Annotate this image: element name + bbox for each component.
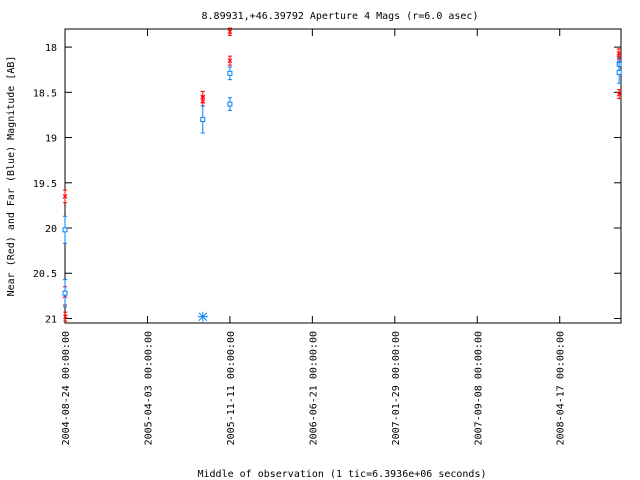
x-tick-label: 2005-11-11 00:00:00 [226, 331, 237, 445]
x-tick-label: 2005-04-03 00:00:00 [143, 331, 154, 445]
marker [198, 312, 208, 322]
marker [200, 99, 206, 104]
data-point [62, 215, 68, 244]
data-point [227, 27, 233, 36]
data-point [227, 97, 233, 111]
y-axis: 18 18.5 19 19.5 20 20.5 21 [33, 43, 621, 325]
marker [227, 70, 233, 76]
x-tick-label: 2007-09-08 00:00:00 [473, 331, 484, 445]
y-tick-label: 18.5 [33, 88, 57, 99]
marker [63, 314, 68, 320]
y-tick-label: 20.5 [33, 269, 57, 280]
x-tick-label: 2008-04-17 00:00:00 [556, 331, 567, 445]
data-point [227, 55, 233, 66]
x-tick-label: 2004-08-24 00:00:00 [61, 331, 72, 445]
marker [227, 29, 233, 35]
y-tick-label: 21 [45, 314, 57, 325]
x-tick-label: 2007-01-29 00:00:00 [391, 331, 402, 445]
y-tick-label: 19.5 [33, 179, 57, 190]
marker [62, 194, 68, 199]
marker [227, 58, 233, 64]
marker [200, 116, 206, 122]
marker [62, 227, 68, 233]
marker [62, 290, 68, 296]
x-axis-label: Middle of observation (1 tic=6.3936e+06 … [198, 469, 487, 480]
y-tick-label: 20 [45, 224, 57, 235]
y-tick-label: 18 [45, 43, 57, 54]
y-tick-label: 19 [45, 134, 57, 145]
marker [227, 101, 233, 107]
marker [616, 69, 622, 75]
x-tick-label: 2006-06-21 00:00:00 [308, 331, 319, 445]
x-axis: 2004-08-24 00:00:00 2005-04-03 00:00:00 20… [61, 29, 567, 445]
data-point [616, 89, 622, 100]
y-axis-label: Near (Red) and Far (Blue) Magnitude [AB] [6, 56, 17, 297]
data-point [62, 189, 68, 204]
plot-frame [64, 28, 622, 324]
data-point [62, 279, 68, 308]
data-point [227, 66, 233, 81]
data-point [63, 311, 68, 322]
chart-title: 8.89931,+46.39792 Aperture 4 Mags (r=6.0… [202, 11, 479, 22]
data-point [616, 61, 622, 84]
data-marks [62, 27, 622, 322]
marker [616, 91, 622, 97]
data-point [200, 105, 206, 134]
data-point [197, 311, 208, 322]
